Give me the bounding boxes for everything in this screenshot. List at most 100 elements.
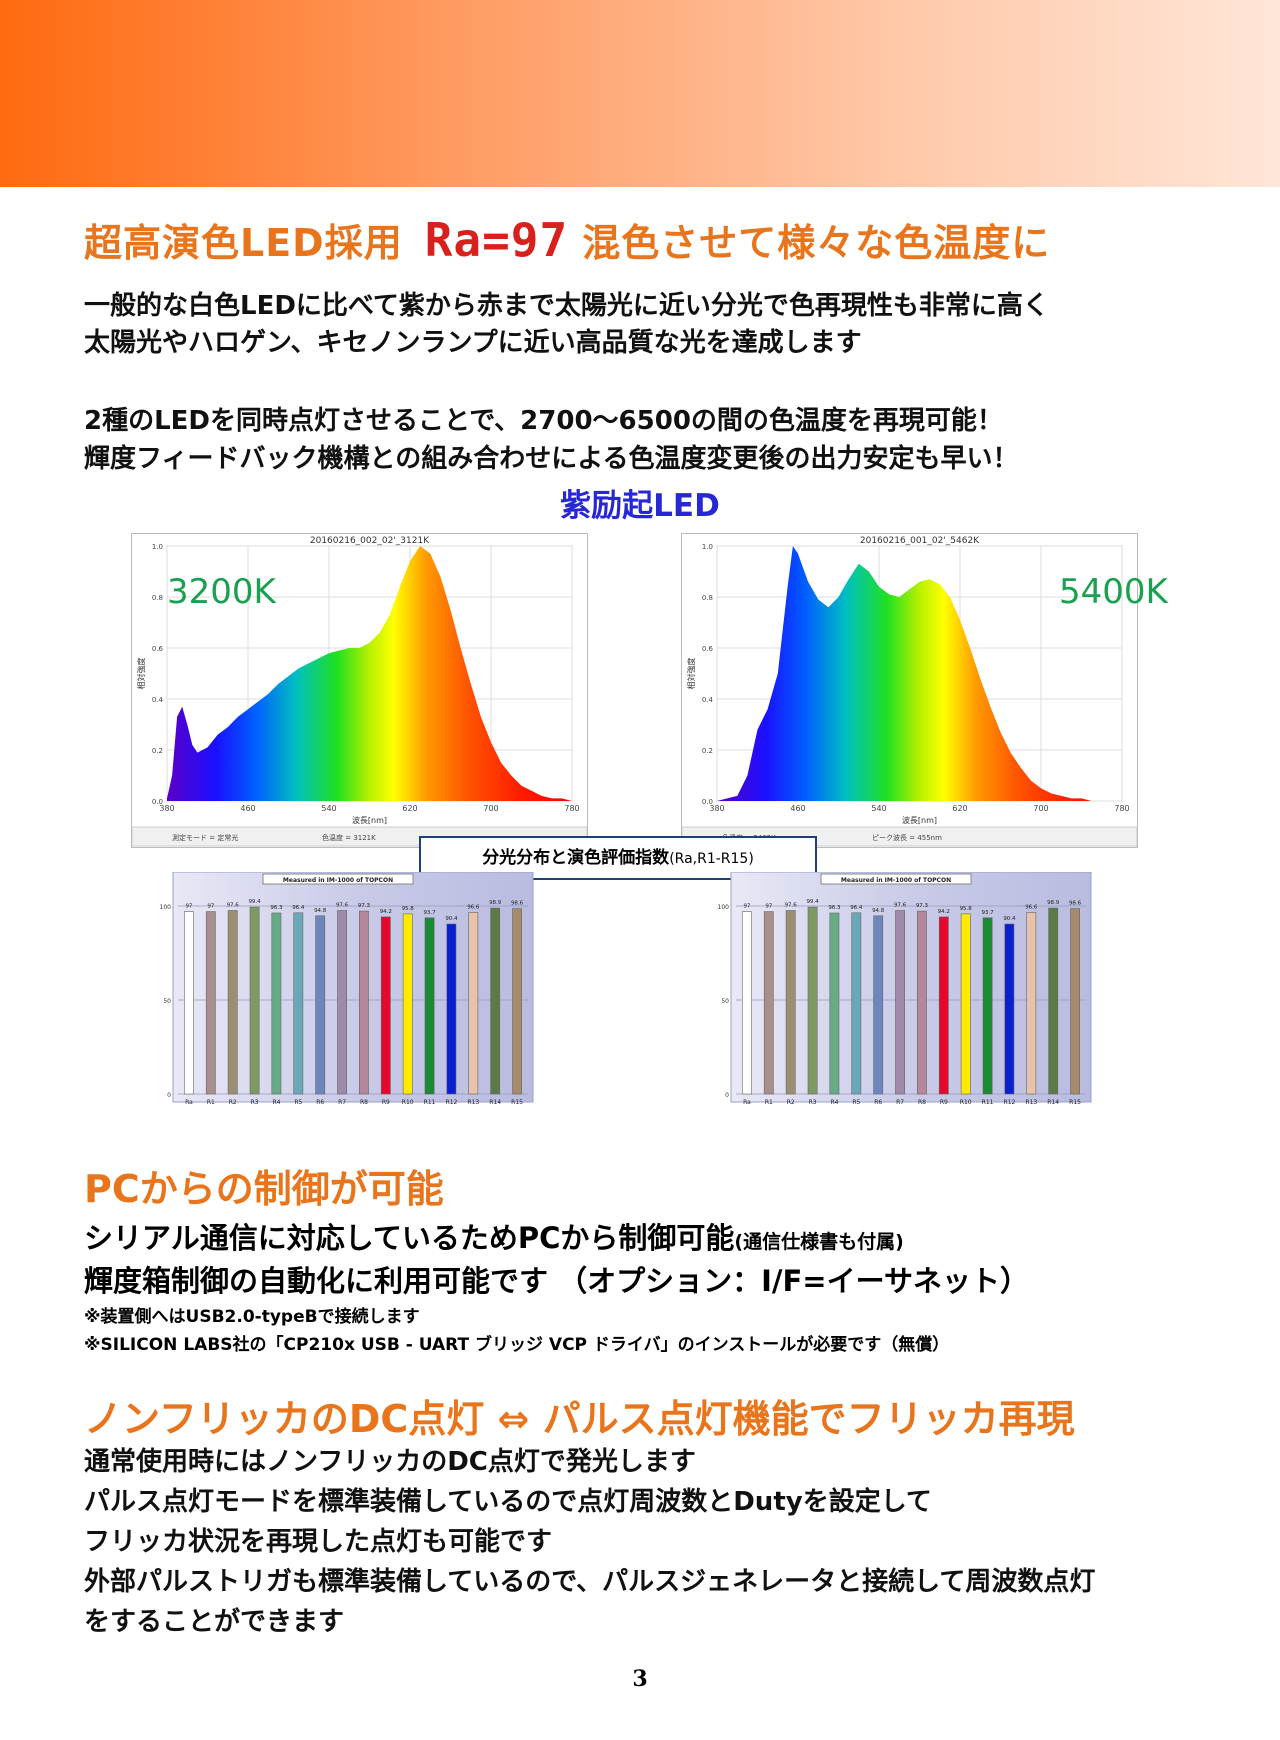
cri-title: Measured in IM-1000 of TOPCON xyxy=(283,877,393,884)
cri-category-label: R4 xyxy=(830,1099,838,1106)
intro-line-4: 輝度フィードバック機構との組み合わせによる色温度変更後の出力安定も早い！ xyxy=(84,444,1019,474)
cri-bar xyxy=(741,911,752,1095)
x-tick-label: 620 xyxy=(952,804,967,813)
cri-value-label: 94.2 xyxy=(380,909,392,915)
cri-value-label: 97.6 xyxy=(336,903,349,909)
cri-value-label: 96.4 xyxy=(292,905,305,911)
cri-title: Measured in IM-1000 of TOPCON xyxy=(841,877,951,884)
cri-value-label: 95.8 xyxy=(402,906,415,912)
cri-category-label: R11 xyxy=(424,1099,436,1106)
cri-category-label: R8 xyxy=(918,1099,926,1106)
spectrum-title: 20160216_001_02'_5462K xyxy=(860,536,980,546)
y-tick-label: 1.0 xyxy=(152,543,163,551)
cri-bar xyxy=(337,910,347,1095)
cri-bar xyxy=(359,910,369,1095)
cri-title-box xyxy=(262,873,414,885)
cri-bar xyxy=(490,907,501,1095)
cri-value-label: 97 xyxy=(743,904,750,910)
cri-bar xyxy=(851,912,862,1095)
cri-category-label: R7 xyxy=(896,1099,904,1106)
cri-category-label: R7 xyxy=(338,1099,346,1106)
cri-value-label: 97 xyxy=(185,904,192,910)
cri-value-label: 97.6 xyxy=(894,903,907,909)
cri-bar xyxy=(917,910,927,1095)
cri-value-label: 93.7 xyxy=(423,910,436,916)
cri-value-label: 96.3 xyxy=(270,905,283,911)
x-tick-label: 540 xyxy=(871,804,886,813)
cri-value-label: 98.9 xyxy=(1047,900,1060,906)
cri-value-label: 94.8 xyxy=(314,908,327,914)
cri-bar xyxy=(293,912,304,1095)
cri-category-label: R15 xyxy=(511,1099,523,1106)
cri-value-label: 96.4 xyxy=(850,905,863,911)
y-tick-label: 0.6 xyxy=(702,645,714,653)
x-tick-label: 780 xyxy=(1114,804,1129,813)
cri-bar xyxy=(249,906,260,1095)
cri-title-box xyxy=(820,873,972,885)
page-number: 3 xyxy=(632,1666,648,1692)
cri-bar xyxy=(380,916,391,1095)
x-tick-label: 380 xyxy=(159,804,174,813)
footer-field: 色温度 = 3121K xyxy=(322,833,376,842)
cri-bar xyxy=(227,910,238,1095)
cri-category-label: Ra xyxy=(743,1099,751,1106)
x-tick-label: 620 xyxy=(402,804,417,813)
cri-category-label: R13 xyxy=(467,1099,479,1106)
cri-category-label: R13 xyxy=(1025,1099,1037,1106)
cri-category-label: R4 xyxy=(272,1099,280,1106)
cri-value-label: 96.6 xyxy=(1025,904,1038,910)
x-tick-label: 700 xyxy=(1033,804,1048,813)
x-tick-label: 780 xyxy=(564,804,579,813)
cri-value-label: 96.3 xyxy=(828,905,841,911)
caption-small: (Ra,R1-R15) xyxy=(669,851,754,867)
cri-category-label: R10 xyxy=(402,1099,414,1106)
y-axis-label: 相対強度 xyxy=(136,658,146,690)
spectrum-title: 20160216_002_02'_3121K xyxy=(310,536,430,546)
y-tick-label: 100 xyxy=(718,904,729,911)
intro-line-2: 太陽光やハロゲン、キセノンランプに近い高品質な光を達成します xyxy=(84,328,862,358)
x-axis-label: 波長[nm] xyxy=(352,815,387,825)
spectrum-chart-3200k: 20160216_002_02'_3121K 380 460 540 620 700 780… xyxy=(131,533,588,848)
cri-value-label: 90.4 xyxy=(445,916,458,922)
x-axis-label: 波長[nm] xyxy=(902,815,937,825)
cri-category-label: R6 xyxy=(316,1099,324,1106)
y-tick-label: 50 xyxy=(721,998,729,1005)
cri-value-label: 99.4 xyxy=(806,899,819,905)
cri-value-label: 94.8 xyxy=(872,908,885,914)
x-tick-label: 540 xyxy=(321,804,336,813)
intro-line-1: 一般的な白色LEDに比べて紫から赤まで太陽光に近い分光で色再現性も非常に高く xyxy=(84,291,1049,321)
pc-line-1-text: シリアル通信に対応しているためPCから制御可能 xyxy=(84,1221,735,1255)
cri-category-label: R12 xyxy=(446,1099,458,1106)
cri-value-label: 93.7 xyxy=(981,910,994,916)
x-tick-label: 700 xyxy=(483,804,498,813)
spectrum-svg-3200k: 20160216_002_02'_3121K 380 460 540 620 700 780… xyxy=(131,536,588,847)
x-tick-label: 460 xyxy=(790,804,805,813)
y-tick-label: 0.8 xyxy=(152,594,163,602)
pc-note-2: ※SILICON LABS社の「CP210x USB - UART ブリッジ V… xyxy=(84,1335,950,1355)
cri-category-label: R14 xyxy=(489,1099,501,1106)
y-tick-label: 0.4 xyxy=(702,696,714,704)
y-tick-label: 0.4 xyxy=(152,696,164,704)
cri-value-label: 98.9 xyxy=(489,900,502,906)
y-tick-label: 0 xyxy=(167,1092,171,1099)
cri-bar xyxy=(424,917,435,1095)
headline-ra: Ra=97 xyxy=(424,213,569,267)
y-tick-label: 0.0 xyxy=(152,798,163,806)
flicker-line-4: 外部パルストリガも標準装備しているので、パルスジェネレータと接続して周波数点灯 xyxy=(84,1567,1096,1597)
y-tick-label: 0.2 xyxy=(152,747,163,755)
y-tick-label: 100 xyxy=(160,904,171,911)
cri-category-label: R2 xyxy=(229,1099,237,1106)
y-tick-label: 50 xyxy=(163,998,171,1005)
caption-main: 分光分布と演色評価指数 xyxy=(482,848,670,868)
cri-bar xyxy=(1070,908,1080,1095)
cri-category-label: R5 xyxy=(852,1099,860,1106)
cri-bar xyxy=(512,908,522,1095)
cri-svg-left: Measured in IM-1000 of TOPCON 0 50 100 97 Ra 9… xyxy=(160,871,534,1106)
cri-category-label: R6 xyxy=(874,1099,882,1106)
cri-category-label: R8 xyxy=(360,1099,368,1106)
flicker-line-5: をすることができます xyxy=(84,1607,345,1637)
flicker-line-2: パルス点灯モードを標準装備しているので点灯周波数とDutyを設定して xyxy=(84,1487,932,1517)
y-tick-label: 0.6 xyxy=(152,645,164,653)
cri-bar xyxy=(183,911,194,1095)
y-tick-label: 0.0 xyxy=(702,798,713,806)
